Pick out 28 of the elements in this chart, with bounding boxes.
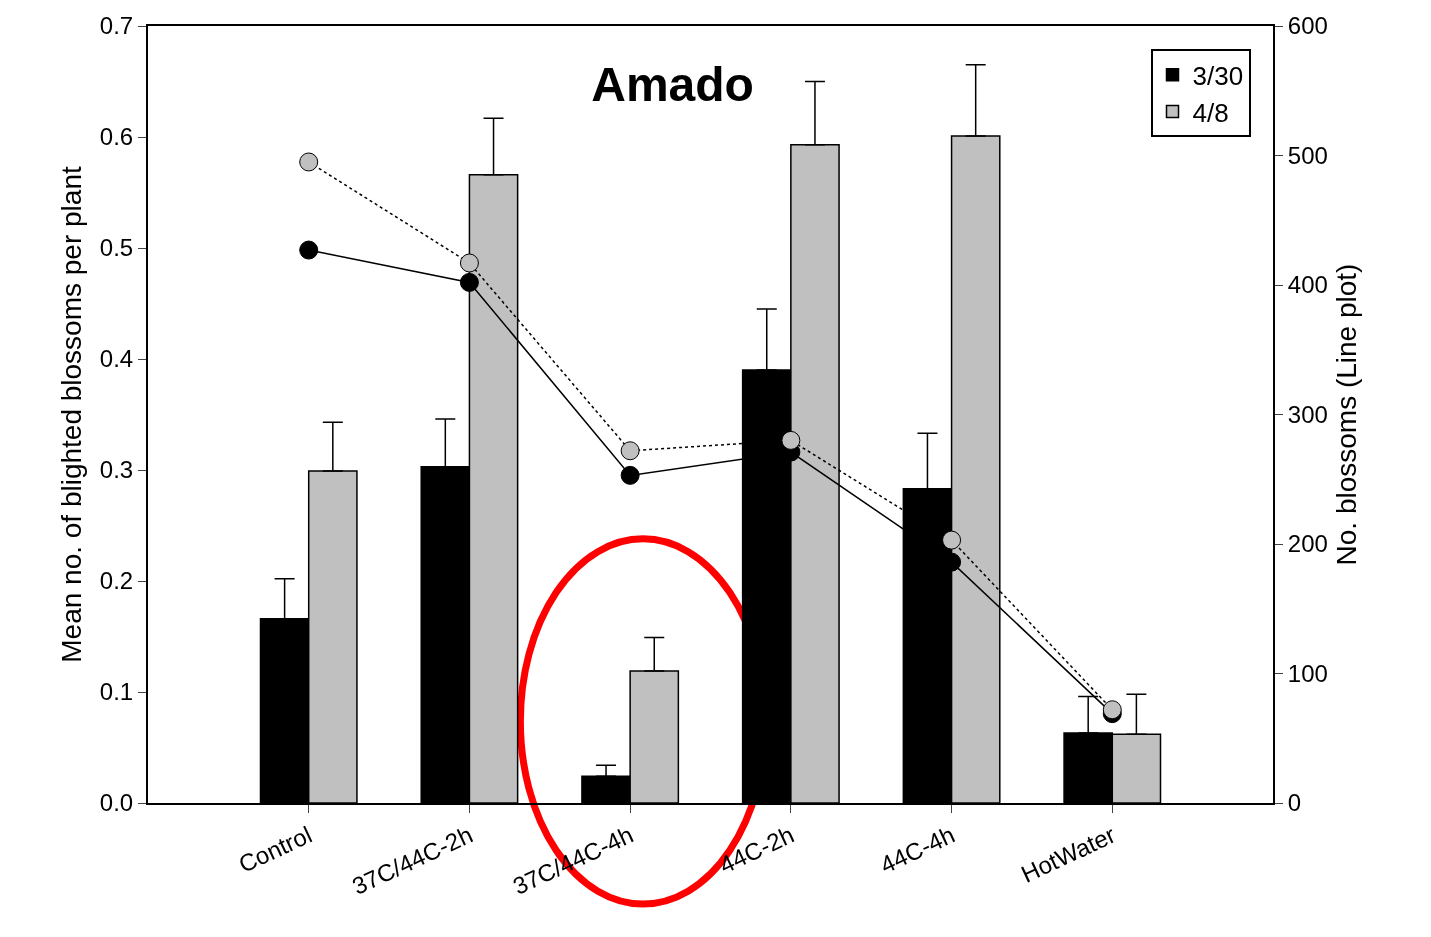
y-tick-label: 0.6 <box>99 123 134 151</box>
y2-tick-label: 0 <box>1287 789 1302 817</box>
y-tick-label: 0.5 <box>99 234 134 262</box>
legend-label: 4/8 <box>1192 97 1229 128</box>
point <box>459 253 479 273</box>
y2-tick-label: 600 <box>1287 12 1328 40</box>
y-tick-label: 0.0 <box>99 789 134 817</box>
point <box>459 272 479 292</box>
y2-tick-label: 200 <box>1287 530 1328 558</box>
legend-label: 3/30 <box>1192 60 1244 91</box>
y2-tick-label: 500 <box>1287 141 1328 169</box>
y2-tick-label: 100 <box>1287 659 1328 687</box>
y-tick-label: 0.2 <box>99 567 134 595</box>
y-tick-label: 0.4 <box>99 345 134 373</box>
point <box>781 430 801 450</box>
y-tick-label: 0.7 <box>99 12 134 40</box>
point <box>620 465 640 485</box>
point <box>620 441 640 461</box>
y2-tick-label: 300 <box>1287 400 1328 428</box>
text: Amado <box>591 58 754 112</box>
point <box>942 530 962 550</box>
point <box>299 152 319 172</box>
y-axis-title: Mean no. of blighted blossoms per plant <box>56 166 88 663</box>
y-tick-label: 0.1 <box>99 678 134 706</box>
y2-axis-title: No. blossoms (Line plot) <box>1331 263 1363 566</box>
point <box>299 240 319 260</box>
y2-tick-label: 400 <box>1287 271 1328 299</box>
y-tick-label: 0.3 <box>99 456 134 484</box>
